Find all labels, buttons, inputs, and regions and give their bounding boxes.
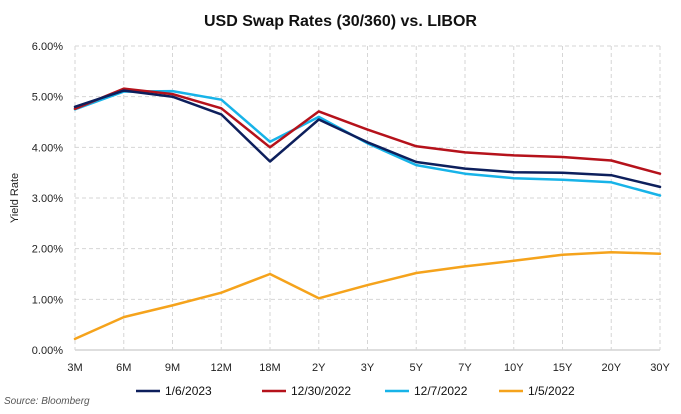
x-tick-label: 5Y [410,362,424,374]
y-tick-label: 2.00% [32,244,63,256]
legend-label: 1/5/2022 [528,384,575,398]
x-tick-label: 30Y [650,362,670,374]
series-line [73,87,662,175]
legend-label: 12/7/2022 [414,384,468,398]
x-tick-label: 15Y [553,362,573,374]
y-axis-ticks: 0.00% 1.00% 2.00% 3.00% 4.00% 5.00% 6.00% [32,41,63,357]
legend: 1/6/2023 12/30/2022 12/7/2022 1/5/2022 [136,384,575,398]
chart-title: USD Swap Rates (30/360) vs. LIBOR [204,13,477,30]
legend-label: 12/30/2022 [291,384,351,398]
x-tick-label: 7Y [458,362,472,374]
series-line [73,89,662,189]
x-tick-label: 18M [259,362,280,374]
x-tick-label: 6M [116,362,131,374]
y-tick-label: 6.00% [32,41,63,53]
x-tick-label: 20Y [601,362,621,374]
gridlines [74,45,661,351]
source-note: Source: Bloomberg [4,396,90,407]
y-tick-label: 1.00% [32,294,63,306]
series-line [73,250,662,341]
x-tick-label: 3Y [361,362,375,374]
y-tick-label: 4.00% [32,142,63,154]
x-tick-label: 2Y [312,362,326,374]
y-tick-label: 5.00% [32,92,63,104]
x-tick-label: 12M [211,362,232,374]
y-tick-label: 0.00% [32,345,63,357]
legend-label: 1/6/2023 [165,384,212,398]
x-tick-label: 9M [165,362,180,374]
x-axis-ticks: 3M 6M 9M 12M 18M 2Y 3Y 5Y 7Y 10Y 15Y 20Y 30Y [67,362,670,374]
y-tick-label: 3.00% [32,193,63,205]
y-axis-label: Yield Rate [9,173,21,223]
series-lines [73,87,662,341]
x-tick-label: 3M [67,362,82,374]
x-tick-label: 10Y [504,362,524,374]
